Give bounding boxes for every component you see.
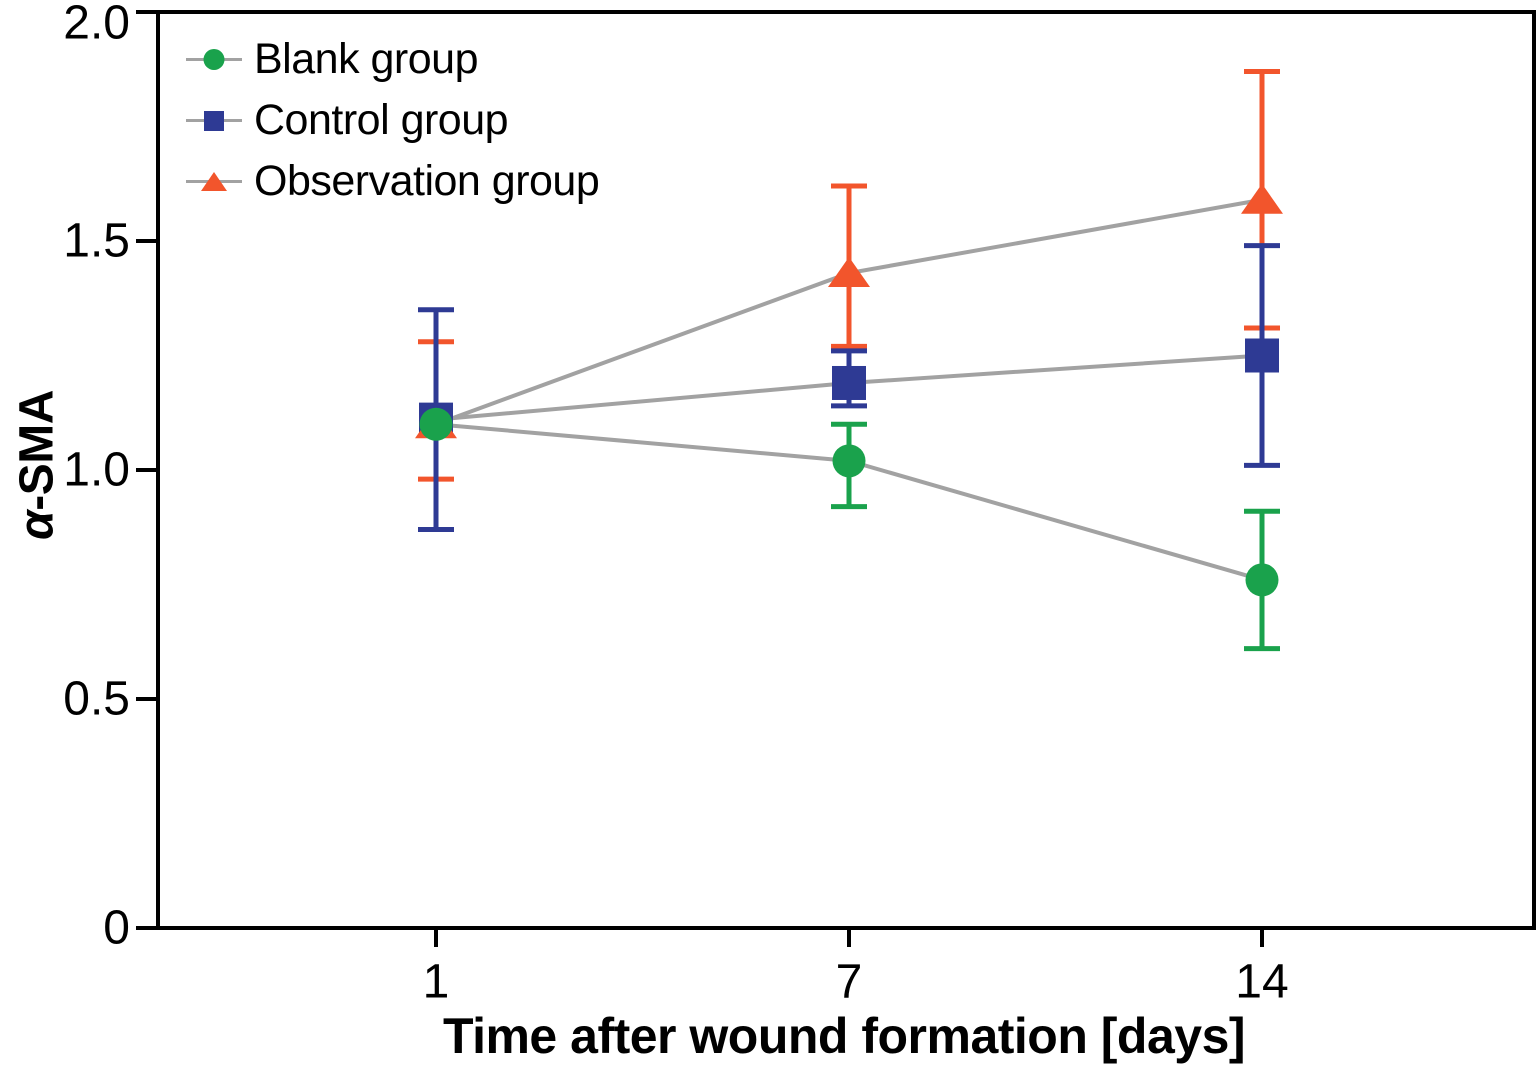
legend-item-control-group: Control group [186,90,599,151]
x-tick-label: 14 [1235,956,1288,1009]
data-point-triangle [1241,183,1283,214]
x-tick-label: 1 [423,956,450,1009]
y-tick-label: 2.0 [63,0,130,50]
y-tick-label: 0 [103,902,130,955]
chart-legend: Blank group Control group Observation gr… [186,29,600,212]
data-point-circle [419,407,453,441]
y-tick-label: 1.5 [63,215,130,268]
data-point-triangle [828,257,870,288]
y-tick-label: 0.5 [63,673,130,726]
data-point-circle [832,444,866,478]
legend-label: Control group [254,96,509,144]
data-point-circle [1245,563,1279,597]
legend-label: Observation group [254,157,600,205]
x-axis-title: Time after wound formation [days] [442,1008,1246,1064]
triangle-marker-icon [201,171,227,191]
y-tick-label: 1.0 [63,444,130,497]
alpha-symbol: α [10,510,64,540]
y-axis-title: α-SMA [10,390,64,540]
legend-item-observation-group: Observation group [186,151,600,212]
square-marker-icon [204,110,224,131]
x-tick-label: 7 [836,956,863,1009]
legend-label: Blank group [254,35,479,83]
data-point-square [1245,338,1279,373]
data-point-square [832,365,866,400]
circle-marker-icon [203,48,225,70]
legend-item-blank-group: Blank group [186,29,599,90]
